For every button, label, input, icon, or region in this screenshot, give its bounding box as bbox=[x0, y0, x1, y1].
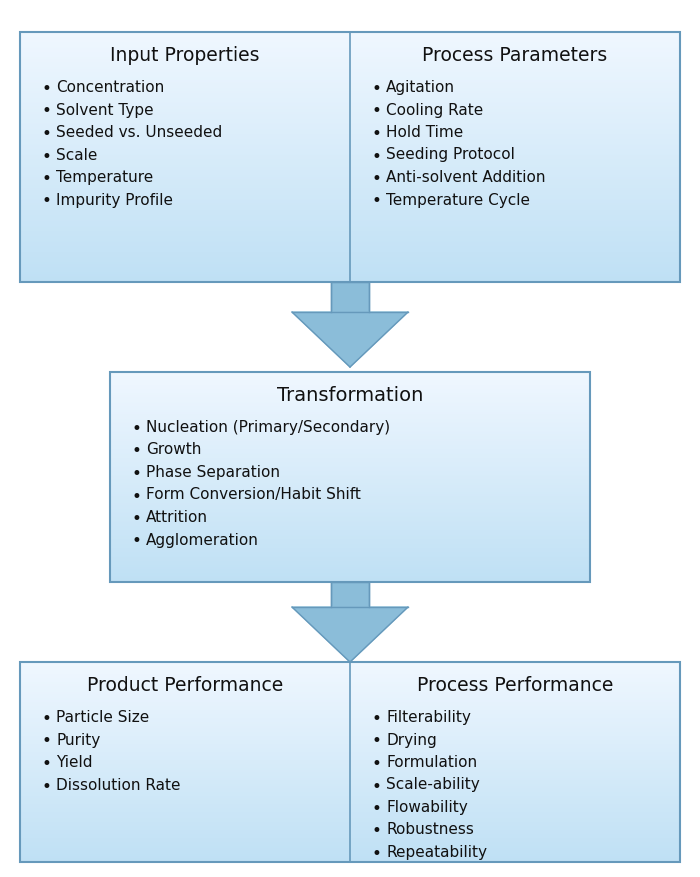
Text: Solvent Type: Solvent Type bbox=[56, 103, 153, 118]
Text: Anti-solvent Addition: Anti-solvent Addition bbox=[386, 170, 545, 185]
Text: Hold Time: Hold Time bbox=[386, 125, 463, 140]
Text: Cooling Rate: Cooling Rate bbox=[386, 103, 483, 118]
Text: •: • bbox=[372, 147, 382, 166]
Text: •: • bbox=[132, 532, 142, 551]
Polygon shape bbox=[292, 312, 408, 367]
Text: Flowability: Flowability bbox=[386, 800, 468, 815]
Text: •: • bbox=[42, 732, 52, 751]
Text: Form Conversion/Habit Shift: Form Conversion/Habit Shift bbox=[146, 488, 361, 503]
Text: •: • bbox=[372, 755, 382, 773]
Text: •: • bbox=[42, 778, 52, 795]
Text: Nucleation (Primary/Secondary): Nucleation (Primary/Secondary) bbox=[146, 420, 390, 435]
Text: •: • bbox=[132, 420, 142, 438]
Text: •: • bbox=[372, 845, 382, 863]
Text: •: • bbox=[372, 80, 382, 98]
Text: •: • bbox=[42, 147, 52, 166]
Text: •: • bbox=[42, 170, 52, 188]
Text: •: • bbox=[42, 192, 52, 210]
Text: •: • bbox=[132, 465, 142, 483]
Text: Particle Size: Particle Size bbox=[56, 710, 149, 725]
Text: Filterability: Filterability bbox=[386, 710, 471, 725]
Text: Yield: Yield bbox=[56, 755, 92, 770]
Text: Scale-ability: Scale-ability bbox=[386, 778, 480, 793]
Text: Product Performance: Product Performance bbox=[87, 676, 283, 695]
Bar bbox=[20, 662, 680, 862]
Text: Formulation: Formulation bbox=[386, 755, 477, 770]
Text: Seeded vs. Unseeded: Seeded vs. Unseeded bbox=[56, 125, 223, 140]
Text: •: • bbox=[372, 710, 382, 728]
Text: Concentration: Concentration bbox=[56, 80, 164, 95]
Text: Agitation: Agitation bbox=[386, 80, 455, 95]
Text: •: • bbox=[372, 732, 382, 751]
Text: Process Performance: Process Performance bbox=[416, 676, 613, 695]
Text: •: • bbox=[372, 778, 382, 795]
Text: Agglomeration: Agglomeration bbox=[146, 532, 259, 547]
Text: •: • bbox=[42, 710, 52, 728]
Text: •: • bbox=[372, 103, 382, 120]
Text: •: • bbox=[42, 755, 52, 773]
Text: Scale: Scale bbox=[56, 147, 97, 162]
Text: Impurity Profile: Impurity Profile bbox=[56, 192, 173, 208]
Text: Growth: Growth bbox=[146, 443, 202, 458]
Text: Phase Separation: Phase Separation bbox=[146, 465, 280, 480]
Text: •: • bbox=[42, 125, 52, 143]
Bar bbox=[331, 282, 369, 312]
Text: Purity: Purity bbox=[56, 732, 100, 747]
Text: •: • bbox=[132, 510, 142, 528]
Text: •: • bbox=[372, 823, 382, 840]
Text: •: • bbox=[132, 443, 142, 460]
Text: Drying: Drying bbox=[386, 732, 437, 747]
Text: •: • bbox=[372, 800, 382, 818]
Text: •: • bbox=[132, 488, 142, 505]
Text: Attrition: Attrition bbox=[146, 510, 208, 525]
Text: Robustness: Robustness bbox=[386, 823, 474, 838]
Text: •: • bbox=[42, 80, 52, 98]
Text: Repeatability: Repeatability bbox=[386, 845, 487, 860]
Text: •: • bbox=[372, 192, 382, 210]
Text: Dissolution Rate: Dissolution Rate bbox=[56, 778, 181, 793]
Text: Seeding Protocol: Seeding Protocol bbox=[386, 147, 515, 162]
Text: Transformation: Transformation bbox=[276, 386, 424, 405]
Text: Temperature: Temperature bbox=[56, 170, 153, 185]
Text: •: • bbox=[372, 170, 382, 188]
Text: Input Properties: Input Properties bbox=[111, 46, 260, 65]
Text: •: • bbox=[42, 103, 52, 120]
Bar bbox=[110, 372, 590, 582]
Text: Process Parameters: Process Parameters bbox=[422, 46, 608, 65]
Polygon shape bbox=[292, 607, 408, 662]
Bar bbox=[20, 32, 680, 282]
Text: •: • bbox=[372, 125, 382, 143]
Bar bbox=[331, 582, 369, 607]
Text: Temperature Cycle: Temperature Cycle bbox=[386, 192, 530, 208]
